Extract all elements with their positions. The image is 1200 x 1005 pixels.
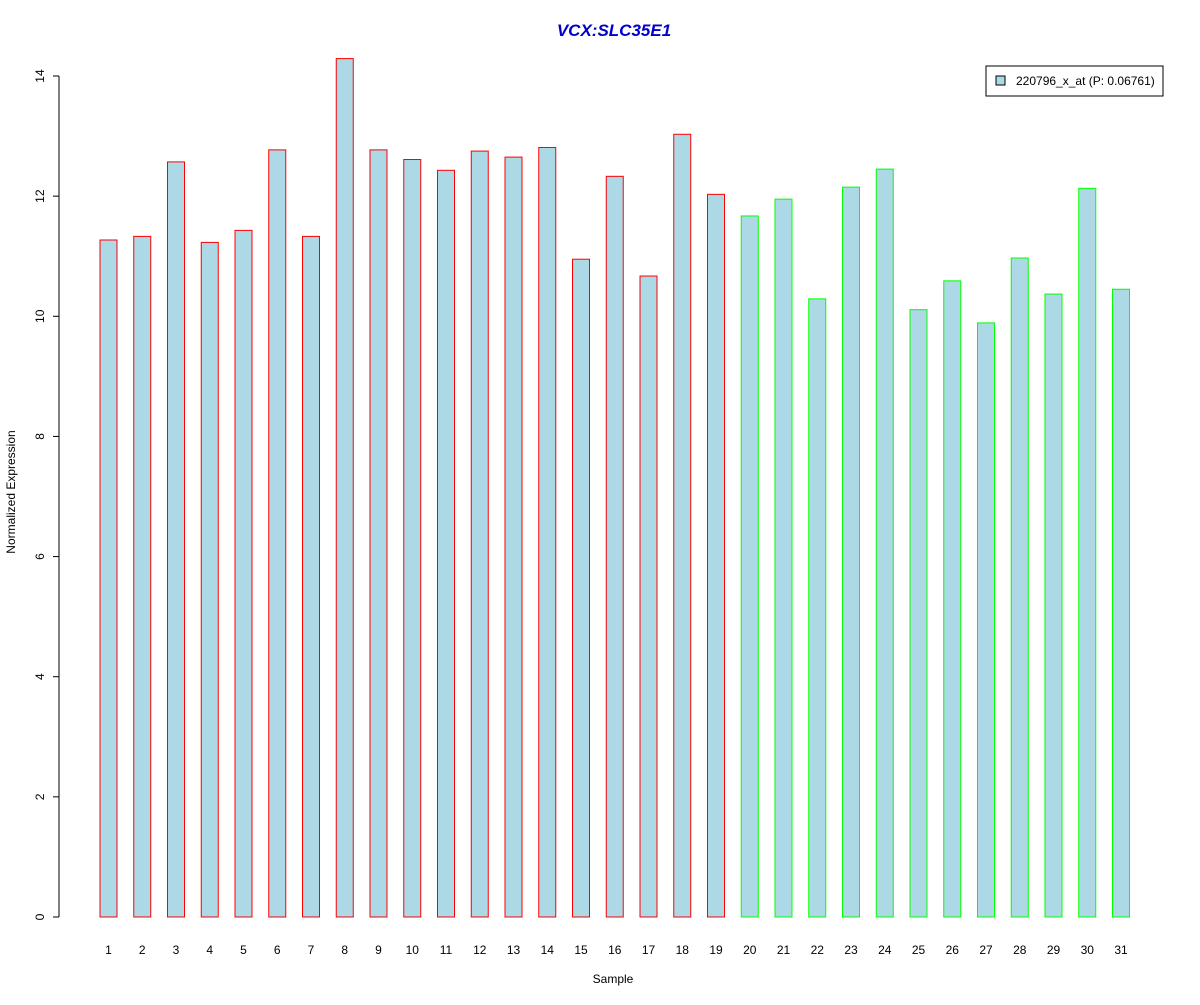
y-axis: 0 2 4 6 8 10 12 14: [33, 69, 60, 920]
bar-sample-11: [437, 169, 455, 918]
bar-sample-7: [302, 235, 320, 918]
x-axis-label: Sample: [593, 972, 634, 986]
bar-sample-29: [1044, 293, 1063, 918]
x-tick-label: 14: [541, 943, 555, 957]
legend-swatch: [995, 75, 1006, 86]
bar-sample-31: [1112, 288, 1130, 918]
bar-sample-10: [403, 158, 422, 918]
y-tick-label: 4: [33, 673, 47, 680]
y-tick-label: 2: [33, 793, 47, 800]
x-tick-label: 21: [777, 943, 791, 957]
bar-sample-23: [842, 186, 860, 918]
x-tick-label: 20: [743, 943, 757, 957]
y-tick-label: 6: [33, 553, 47, 560]
legend: 220796_x_at (P: 0.06761): [985, 65, 1164, 97]
legend-box: [985, 65, 1164, 97]
x-tick-label: 29: [1047, 943, 1061, 957]
bar-sample-16: [605, 175, 624, 918]
y-tick-label: 12: [33, 189, 47, 203]
x-tick-label: 9: [375, 943, 382, 957]
x-tick-label: 23: [844, 943, 858, 957]
bar-sample-18: [673, 133, 692, 918]
x-tick-label: 30: [1081, 943, 1095, 957]
x-tick-label: 19: [709, 943, 723, 957]
x-tick-label: 12: [473, 943, 487, 957]
x-tick-label: 8: [341, 943, 348, 957]
x-tick-label: 5: [240, 943, 247, 957]
x-tick-label: 28: [1013, 943, 1027, 957]
x-tick-label: 15: [574, 943, 588, 957]
chart-title: VCX:SLC35E1: [557, 21, 671, 40]
bar-sample-22: [808, 298, 827, 918]
bars: [99, 58, 1130, 918]
bar-sample-5: [234, 229, 253, 918]
x-tick-label: 6: [274, 943, 281, 957]
bar-sample-13: [504, 156, 523, 918]
bar-sample-28: [1010, 257, 1029, 918]
bar-sample-3: [167, 161, 185, 918]
x-tick-label: 10: [406, 943, 420, 957]
x-tick-label: 7: [308, 943, 315, 957]
x-tick-label: 24: [878, 943, 892, 957]
y-tick-label: 14: [33, 69, 47, 83]
bar-sample-8: [335, 58, 354, 918]
x-tick-labels: 1 2 3 4 5 6 7 8 9 10 11 12 13 14 15 16 17 18 19 20 21 22 23 24 2…: [105, 943, 1128, 957]
bar-sample-27: [977, 322, 995, 918]
x-tick-label: 31: [1114, 943, 1128, 957]
y-tick-label: 10: [33, 309, 47, 323]
bar-sample-25: [909, 309, 928, 918]
x-tick-label: 16: [608, 943, 622, 957]
y-tick-label: 8: [33, 433, 47, 440]
bar-sample-20: [740, 215, 759, 918]
x-tick-label: 2: [139, 943, 146, 957]
x-tick-label: 27: [979, 943, 993, 957]
x-tick-label: 25: [912, 943, 926, 957]
bar-sample-14: [538, 146, 557, 918]
bar-sample-19: [707, 193, 725, 918]
x-tick-label: 4: [206, 943, 213, 957]
bar-sample-4: [200, 241, 219, 918]
bar-sample-15: [572, 258, 590, 918]
bar-sample-12: [470, 150, 489, 918]
bar-sample-1: [99, 239, 118, 918]
bar-sample-9: [369, 149, 388, 918]
bar-sample-26: [943, 280, 962, 918]
x-tick-label: 13: [507, 943, 521, 957]
legend-label: 220796_x_at (P: 0.06761): [1016, 74, 1155, 88]
x-tick-label: 22: [811, 943, 825, 957]
bar-sample-2: [133, 235, 152, 918]
x-tick-label: 11: [440, 943, 453, 957]
x-tick-label: 18: [676, 943, 690, 957]
bar-sample-30: [1078, 187, 1097, 918]
bar-sample-24: [875, 168, 894, 918]
bar-sample-17: [639, 275, 658, 918]
bar-sample-6: [268, 149, 287, 918]
bar-sample-21: [774, 198, 793, 918]
y-axis-label: Normalized Expression: [4, 430, 18, 553]
y-tick-label: 0: [33, 913, 47, 920]
x-tick-label: 17: [642, 943, 656, 957]
x-tick-label: 1: [105, 943, 112, 957]
x-tick-label: 3: [173, 943, 180, 957]
x-tick-label: 26: [946, 943, 960, 957]
